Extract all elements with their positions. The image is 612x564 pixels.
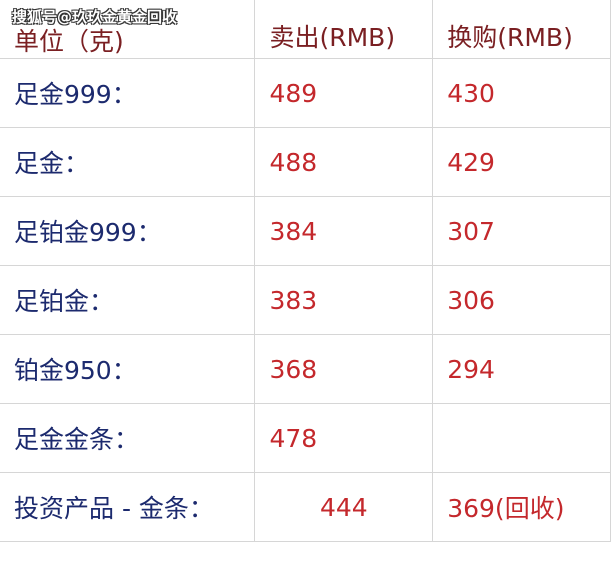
exchange-price: 369(回收) xyxy=(432,472,611,542)
table-row: 足金： 488 429 xyxy=(0,127,611,197)
header-sell: 卖出(RMB) xyxy=(254,0,434,59)
item-name: 足金999： xyxy=(0,58,256,128)
exchange-price: 430 xyxy=(432,58,611,128)
header-unit: 单位（克) xyxy=(0,0,256,59)
exchange-price: 294 xyxy=(432,334,611,404)
item-name: 足铂金999： xyxy=(0,196,256,266)
sell-price: 488 xyxy=(254,127,434,197)
item-name: 足金： xyxy=(0,127,256,197)
sell-price: 383 xyxy=(254,265,434,335)
exchange-price: 429 xyxy=(432,127,611,197)
item-name: 投资产品 - 金条： xyxy=(0,472,256,542)
sell-price: 384 xyxy=(254,196,434,266)
table-row: 投资产品 - 金条： 444 369(回收) xyxy=(0,472,611,542)
exchange-price: 307 xyxy=(432,196,611,266)
table-row: 铂金950： 368 294 xyxy=(0,334,611,404)
sell-price: 478 xyxy=(254,403,434,473)
table-row: 足金金条： 478 xyxy=(0,403,611,473)
exchange-price: 306 xyxy=(432,265,611,335)
table-row: 足铂金： 383 306 xyxy=(0,265,611,335)
sell-price: 489 xyxy=(254,58,434,128)
table-header-row: 单位（克) 卖出(RMB) 换购(RMB) xyxy=(0,0,611,59)
sell-price: 368 xyxy=(254,334,434,404)
item-name: 铂金950： xyxy=(0,334,256,404)
watermark: 搜狐号@玖玖金黄金回收 xyxy=(12,8,178,26)
table-row: 足金999： 489 430 xyxy=(0,58,611,128)
item-name: 足金金条： xyxy=(0,403,256,473)
item-name: 足铂金： xyxy=(0,265,256,335)
exchange-price xyxy=(432,403,611,473)
table-row: 足铂金999： 384 307 xyxy=(0,196,611,266)
gold-price-table: 单位（克) 卖出(RMB) 换购(RMB) 足金999： 489 430 足金：… xyxy=(0,0,611,542)
sell-price: 444 xyxy=(254,472,434,542)
header-exchange: 换购(RMB) xyxy=(432,0,611,59)
